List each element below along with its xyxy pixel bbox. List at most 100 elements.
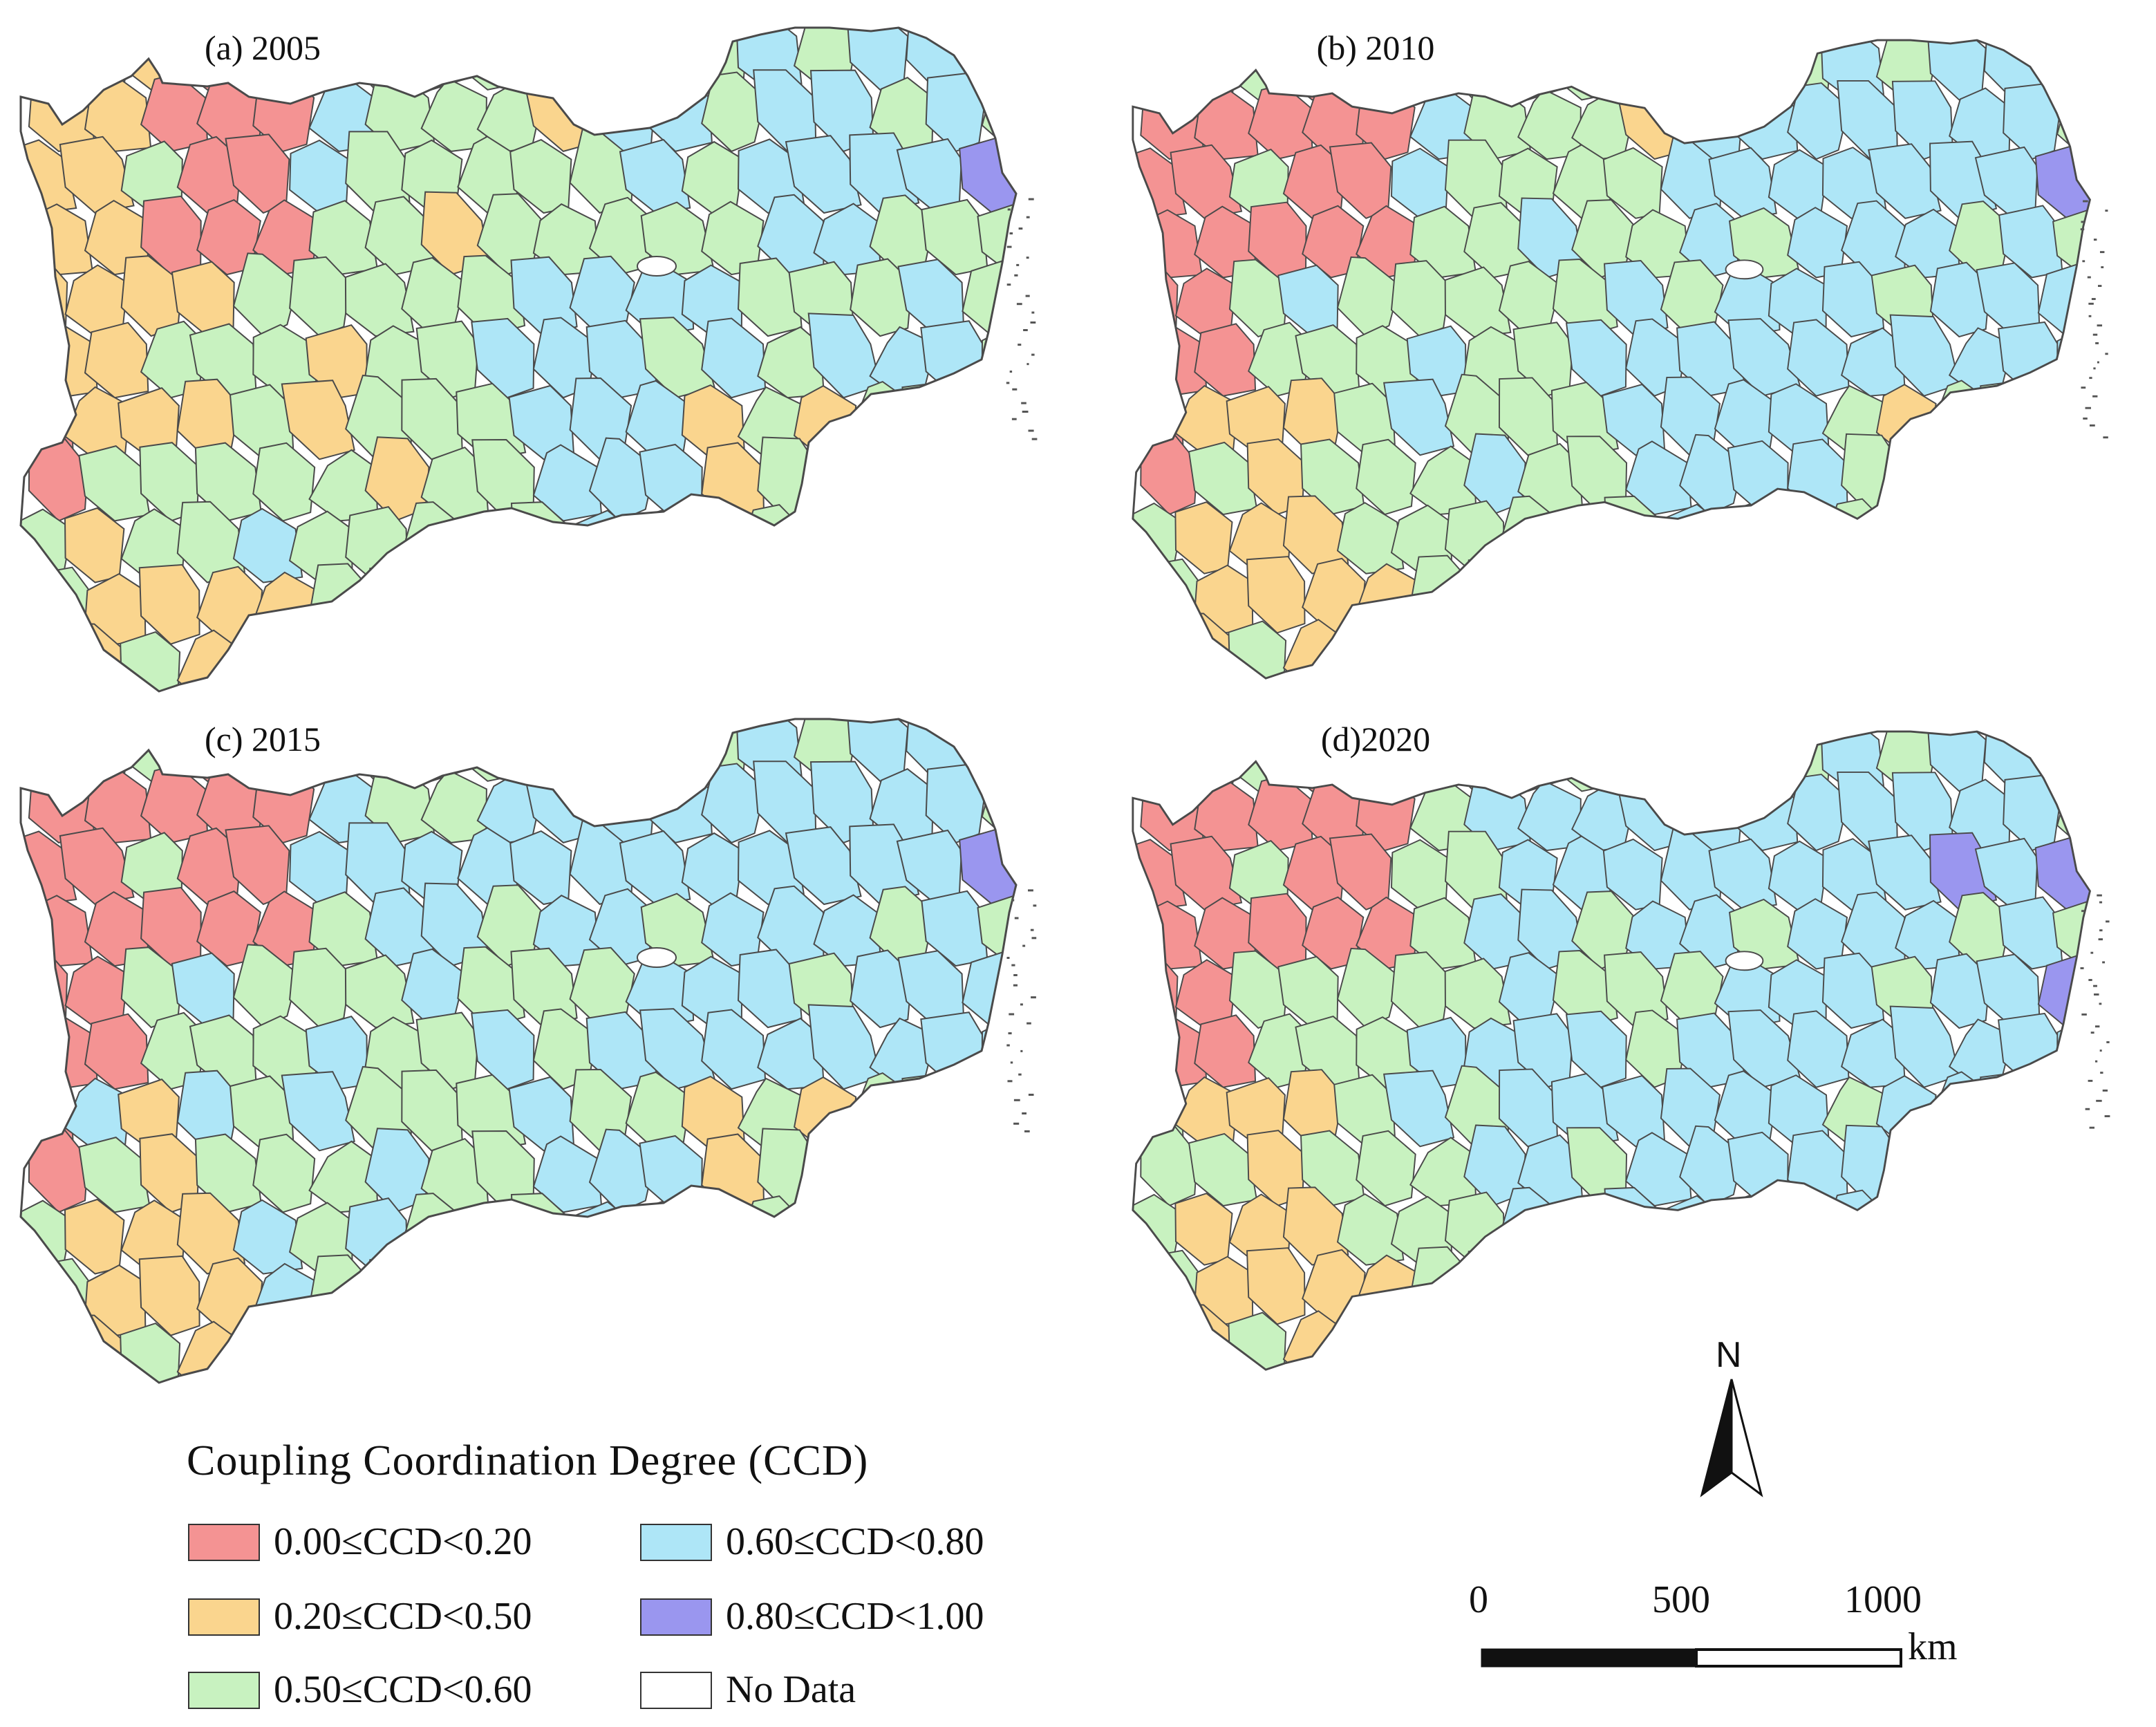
district-polygon (962, 719, 1016, 782)
district-polygon (1604, 40, 1664, 101)
district-polygon (232, 719, 299, 782)
district-polygon (1336, 502, 1405, 575)
district-polygon (2037, 383, 2090, 456)
island-mark (2094, 1060, 2098, 1063)
district-polygon (737, 1323, 799, 1383)
district-polygon (1132, 265, 1179, 338)
island-mark (1006, 1044, 1010, 1047)
island-mark (1013, 1122, 1020, 1125)
district-polygon (1868, 834, 1942, 911)
district-polygon (785, 135, 862, 214)
district-polygon (639, 1135, 703, 1213)
island-mark (1030, 928, 1034, 931)
district-polygon (1891, 557, 1960, 634)
district-polygon (625, 1325, 694, 1383)
district-polygon (1132, 956, 1179, 1029)
study-area-boundary (19, 26, 1018, 693)
district-polygon (173, 719, 238, 782)
district-polygon (1565, 319, 1627, 397)
district-polygon (21, 1320, 71, 1383)
district-polygon (1679, 1125, 1744, 1207)
island-mark (2080, 967, 2084, 969)
district-polygon (961, 1076, 1016, 1152)
district-polygon (525, 563, 596, 645)
district-polygon (1390, 1305, 1455, 1370)
district-polygon (1660, 615, 1727, 679)
district-polygon (1246, 556, 1306, 634)
district-polygon (457, 946, 526, 1029)
island-mark (2105, 209, 2108, 212)
district-polygon (737, 504, 805, 584)
choropleth-map (1132, 39, 2108, 680)
study-area-boundary (1132, 730, 2092, 1371)
island-mark (1028, 889, 1033, 892)
district-polygon (1929, 953, 1991, 1029)
district-polygon (737, 1195, 805, 1275)
no-data-area (637, 256, 677, 277)
district-polygon (588, 1128, 656, 1213)
district-polygon (1679, 1247, 1741, 1325)
district-polygon (2030, 1310, 2090, 1370)
district-polygon (338, 719, 411, 782)
island-mark (1027, 1022, 1031, 1025)
legend-title: Coupling Coordination Degree (CCD) (187, 1437, 869, 1484)
district-polygon (1571, 559, 1635, 634)
district-polygon (1618, 1246, 1686, 1325)
island-mark (2088, 979, 2092, 981)
district-polygon (523, 766, 590, 844)
district-polygon (1194, 564, 1254, 634)
island-mark (2080, 228, 2085, 231)
island-mark (1028, 429, 1034, 432)
choropleth-map (19, 718, 1037, 1384)
district-polygon (1549, 503, 1609, 575)
district-polygon (28, 566, 94, 645)
district-polygon (1929, 1195, 1993, 1266)
scale-tick-label: 0 (1469, 1578, 1488, 1621)
district-polygon (757, 559, 822, 645)
island-mark (2099, 901, 2103, 904)
district-polygon (2003, 1246, 2068, 1325)
district-polygon (1552, 259, 1618, 338)
district-polygon (869, 569, 935, 645)
district-polygon (869, 439, 939, 522)
district-polygon (84, 1264, 147, 1336)
district-polygon (1974, 1305, 2051, 1370)
district-polygon (2003, 439, 2070, 516)
island-mark (2095, 342, 2099, 344)
island-mark (1006, 382, 1010, 384)
scale-tick-label: 1000 (1844, 1578, 1922, 1621)
district-polygon (1868, 1193, 1935, 1266)
island-mark (2099, 1049, 2102, 1052)
district-polygon (1733, 83, 1799, 160)
district-polygon (640, 570, 709, 645)
island-mark (1021, 402, 1027, 404)
district-polygon (1194, 1014, 1257, 1088)
island-mark (1028, 1094, 1034, 1096)
district-polygon (1841, 1242, 1903, 1325)
district-polygon (619, 830, 691, 906)
district-polygon (1140, 433, 1199, 516)
district-polygon (476, 567, 543, 645)
district-polygon (1711, 503, 1774, 575)
island-mark (2093, 367, 2096, 370)
district-polygon (1544, 613, 1617, 679)
district-polygon (2056, 1017, 2090, 1088)
island-mark (1031, 937, 1037, 940)
district-polygon (962, 28, 1016, 91)
district-polygon (588, 437, 656, 522)
district-polygon (1875, 1312, 1939, 1370)
district-polygon (786, 507, 855, 584)
island-mark (2088, 302, 2094, 305)
district-polygon (1616, 776, 1680, 852)
map-panel-c: (c) 2015 (0, 691, 1037, 1384)
island-mark (1013, 974, 1018, 976)
district-polygon (281, 1071, 355, 1152)
island-mark (1009, 1013, 1015, 1016)
map-panel-d: (d)2020 (1113, 691, 2150, 1383)
district-polygon (173, 28, 238, 91)
district-polygon (232, 1320, 300, 1383)
district-polygon (1495, 40, 1562, 101)
district-polygon (1727, 440, 1789, 516)
island-mark (2082, 260, 2085, 263)
district-polygon (1660, 40, 1719, 101)
